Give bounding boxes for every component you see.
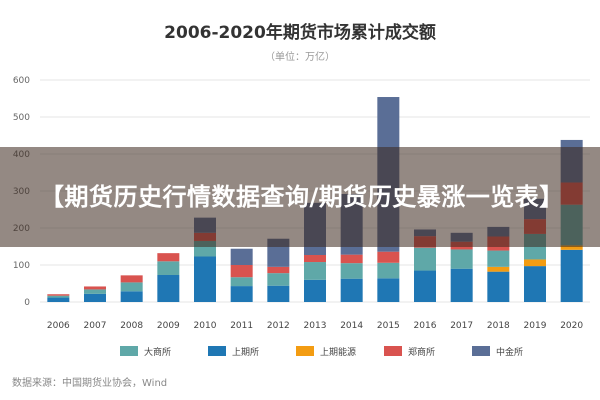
legend-swatch (296, 346, 314, 356)
bar-segment (377, 278, 400, 302)
legend-label: 郑商所 (408, 346, 435, 358)
chart-subtitle: （单位：万亿） (265, 50, 335, 63)
y-tick-label: 100 (13, 261, 30, 271)
bar-segment (340, 263, 363, 279)
x-tick-label: 2010 (194, 321, 217, 331)
bar-segment (230, 277, 253, 287)
legend-swatch (472, 346, 490, 356)
bar-segment (450, 249, 473, 269)
legend-swatch (120, 346, 138, 356)
bar-segment (230, 248, 253, 265)
bar-segment (487, 250, 510, 267)
bar-segment (120, 275, 143, 283)
x-tick-label: 2020 (560, 321, 583, 331)
overlay-banner: 【期货历史行情数据查询/期货历史暴涨一览表】 (0, 147, 600, 247)
bar-segment (47, 295, 70, 298)
banner-text: 【期货历史行情数据查询/期货历史暴涨一览表】 (40, 183, 564, 211)
bar-segment (230, 286, 253, 302)
bar-segment (120, 291, 143, 302)
legend-label: 上期能源 (320, 346, 356, 358)
bar-segment (487, 266, 510, 272)
bar-segment (487, 271, 510, 302)
bar-segment (340, 278, 363, 302)
bar-segment (340, 254, 363, 264)
bar-segment (47, 297, 70, 302)
bar-segment (560, 249, 583, 302)
x-tick-label: 2015 (377, 321, 400, 331)
bar-segment (194, 256, 216, 302)
bar-segment (450, 268, 473, 302)
x-tick-label: 2017 (450, 321, 473, 331)
x-axis: 2006 2007 2008 2009 2010 2011 2012 2013 2014 2015… (47, 321, 584, 331)
x-tick-label: 2016 (414, 321, 437, 331)
bar-segment (524, 266, 546, 302)
x-tick-label: 2011 (230, 321, 253, 331)
bar-segment (377, 262, 400, 279)
x-tick-label: 2019 (524, 321, 547, 331)
x-tick-label: 2013 (304, 321, 327, 331)
x-tick-label: 2006 (47, 321, 70, 331)
x-tick-label: 2008 (120, 321, 143, 331)
legend-label: 上期所 (232, 347, 259, 358)
bar-segment (84, 286, 106, 290)
bar-segment (84, 293, 106, 302)
bar-segment (230, 265, 253, 278)
legend-label: 大商所 (144, 346, 171, 358)
bar-segment (267, 285, 290, 302)
chart-title: 2006-2020年期货市场累计成交额 (164, 22, 436, 43)
bar-segment (157, 274, 180, 302)
x-tick-label: 2014 (340, 321, 363, 331)
bar-segment (157, 253, 180, 262)
bar-segment (47, 294, 70, 296)
bar-segment (560, 245, 583, 250)
bar-segment (120, 282, 143, 292)
legend: 大商所 上期所 上期能源 郑商所 中金所 (120, 346, 523, 358)
x-tick-label: 2007 (84, 321, 107, 331)
x-tick-label: 2018 (487, 321, 510, 331)
bar-segment (524, 259, 546, 267)
y-tick-label: 600 (13, 76, 30, 86)
source-note: 数据来源：中国期货业协会，Wind (12, 378, 168, 389)
bar-segment (267, 273, 290, 286)
bar-segment (304, 255, 326, 263)
bar-segment (157, 261, 180, 275)
legend-swatch (384, 346, 402, 356)
bar-segment (84, 289, 106, 294)
x-tick-label: 2009 (157, 321, 180, 331)
bar-segment (377, 251, 400, 263)
bar-segment (414, 270, 436, 302)
x-tick-label: 2012 (267, 321, 290, 331)
bar-segment (304, 262, 326, 280)
bar-segment (304, 279, 326, 302)
legend-swatch (208, 346, 226, 356)
bar-segment (267, 266, 290, 274)
bar-segment (414, 247, 436, 271)
y-tick-label: 0 (24, 298, 30, 308)
y-tick-label: 500 (13, 113, 30, 123)
legend-label: 中金所 (496, 346, 523, 358)
